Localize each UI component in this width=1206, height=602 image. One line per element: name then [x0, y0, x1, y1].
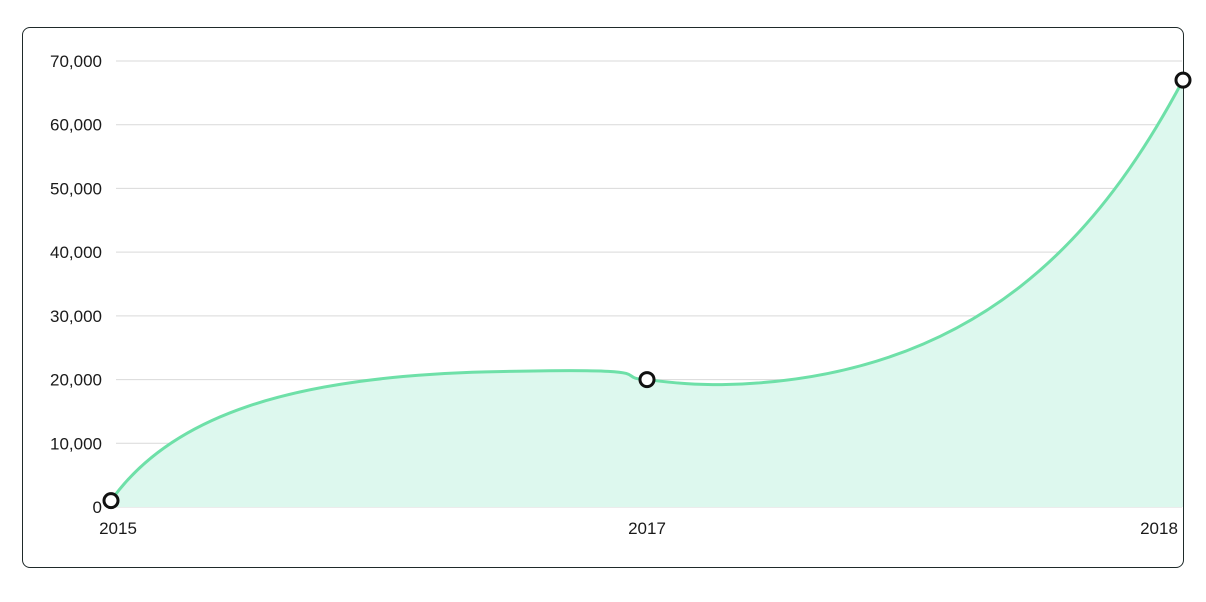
- x-tick-label: 2017: [628, 519, 666, 538]
- x-tick-label: 2018: [1140, 519, 1178, 538]
- area-layer: [111, 80, 1183, 507]
- y-tick-label: 40,000: [50, 243, 102, 262]
- y-tick-label: 10,000: [50, 434, 102, 453]
- y-tick-label: 50,000: [50, 179, 102, 198]
- data-point: [638, 371, 656, 389]
- y-axis-ticks: 0 10,000 20,000 30,000 40,000 50,000 60,000 70,…: [50, 52, 102, 517]
- marker-layer: [102, 71, 1192, 510]
- data-point: [102, 492, 120, 510]
- y-tick-label: 70,000: [50, 52, 102, 71]
- y-tick-label: 20,000: [50, 371, 102, 390]
- x-axis-ticks: 2015 2017 2018: [99, 519, 1178, 538]
- y-tick-label: 0: [93, 498, 102, 517]
- y-tick-label: 60,000: [50, 116, 102, 135]
- data-point: [1174, 71, 1192, 89]
- x-tick-label: 2015: [99, 519, 137, 538]
- area-fill: [111, 80, 1183, 507]
- y-tick-label: 30,000: [50, 307, 102, 326]
